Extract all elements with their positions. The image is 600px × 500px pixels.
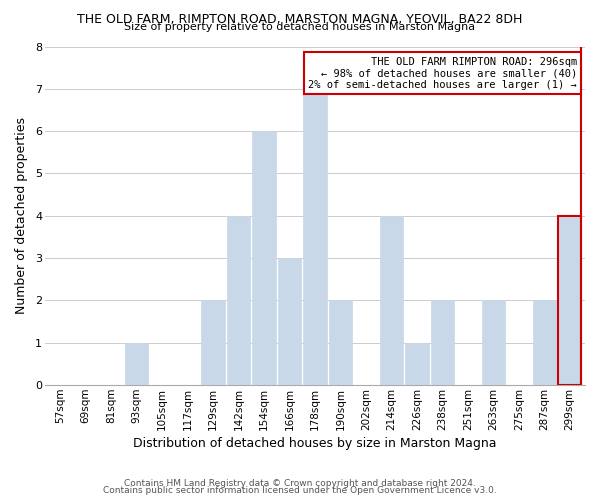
- Bar: [558, 216, 581, 385]
- Bar: [431, 300, 454, 385]
- Text: Contains HM Land Registry data © Crown copyright and database right 2024.: Contains HM Land Registry data © Crown c…: [124, 478, 476, 488]
- Bar: [201, 300, 225, 385]
- Bar: [405, 343, 428, 385]
- Bar: [125, 343, 148, 385]
- Bar: [252, 131, 275, 385]
- Y-axis label: Number of detached properties: Number of detached properties: [15, 118, 28, 314]
- Text: Contains public sector information licensed under the Open Government Licence v3: Contains public sector information licen…: [103, 486, 497, 495]
- Bar: [329, 300, 352, 385]
- Text: THE OLD FARM RIMPTON ROAD: 296sqm
← 98% of detached houses are smaller (40)
2% o: THE OLD FARM RIMPTON ROAD: 296sqm ← 98% …: [308, 56, 577, 90]
- Bar: [303, 89, 326, 385]
- Text: THE OLD FARM, RIMPTON ROAD, MARSTON MAGNA, YEOVIL, BA22 8DH: THE OLD FARM, RIMPTON ROAD, MARSTON MAGN…: [77, 12, 523, 26]
- Bar: [278, 258, 301, 385]
- Bar: [533, 300, 556, 385]
- Bar: [380, 216, 403, 385]
- Bar: [482, 300, 505, 385]
- Bar: [227, 216, 250, 385]
- X-axis label: Distribution of detached houses by size in Marston Magna: Distribution of detached houses by size …: [133, 437, 497, 450]
- Text: Size of property relative to detached houses in Marston Magna: Size of property relative to detached ho…: [124, 22, 476, 32]
